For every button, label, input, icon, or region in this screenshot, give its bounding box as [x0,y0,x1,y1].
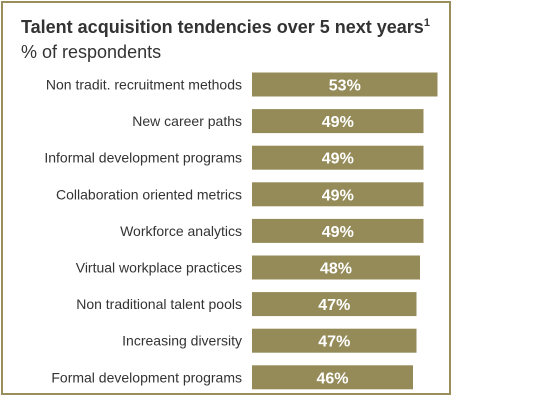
value-label: 53% [329,78,361,95]
chart-subtitle: % of respondents [21,42,162,62]
bar-row: Workforce analytics 49% [120,218,424,243]
value-label: 49% [322,187,354,204]
bar [252,365,413,390]
bar [252,182,424,207]
value-label: 47% [318,334,350,351]
bar [252,328,417,353]
value-label: 46% [316,370,348,387]
bar [252,255,420,280]
value-label: 49% [322,114,354,131]
bar-row: Collaboration oriented metrics 49% [56,182,424,207]
bar-row: Formal development programs 46% [51,365,413,390]
category-label: Non tradit. recruitment methods [46,77,242,93]
bar [252,145,424,170]
category-label: Non traditional talent pools [76,296,242,312]
bar-row: New career paths 49% [132,109,424,134]
category-label: Workforce analytics [120,223,242,239]
bar-row: Non tradit. recruitment methods 53% [46,72,438,97]
category-label: Informal development programs [44,150,242,166]
category-label: Collaboration oriented metrics [56,186,242,202]
category-label: Increasing diversity [122,333,242,349]
bar [252,109,424,134]
bar [252,292,417,317]
value-label: 47% [318,297,350,314]
bar-row: Virtual workplace practices 48% [76,255,420,280]
chart-title: Talent acquisition tendencies over 5 nex… [21,17,430,38]
value-label: 49% [322,151,354,168]
bar [252,72,438,97]
category-label: Formal development programs [51,369,242,385]
title-footnote-marker: 1 [423,17,430,29]
category-label: New career paths [132,113,242,129]
chart-title-text: Talent acquisition tendencies over 5 nex… [21,17,424,37]
bar-row: Increasing diversity 47% [122,328,417,353]
bar [252,218,424,243]
bar-row: Non traditional talent pools 47% [76,292,417,317]
value-label: 48% [320,261,352,278]
bar-row: Informal development programs 49% [44,145,424,170]
value-label: 49% [322,224,354,241]
category-label: Virtual workplace practices [76,260,242,276]
